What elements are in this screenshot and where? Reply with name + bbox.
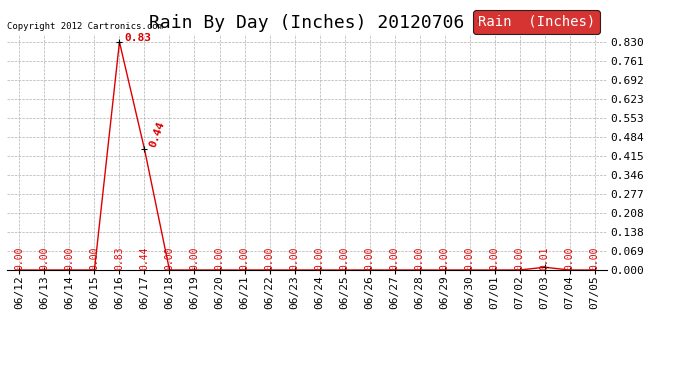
Text: 0.00: 0.00: [339, 246, 350, 270]
Text: 0.83: 0.83: [124, 33, 152, 43]
Text: 0.00: 0.00: [39, 246, 50, 270]
Text: 0.00: 0.00: [515, 246, 524, 270]
Text: 0.00: 0.00: [264, 246, 275, 270]
Text: 0.00: 0.00: [490, 246, 500, 270]
Text: 0.00: 0.00: [90, 246, 99, 270]
Text: 0.00: 0.00: [364, 246, 375, 270]
Text: 0.00: 0.00: [415, 246, 424, 270]
Text: 0.44: 0.44: [148, 120, 167, 148]
Title: Rain By Day (Inches) 20120706: Rain By Day (Inches) 20120706: [149, 14, 465, 32]
Text: 0.00: 0.00: [190, 246, 199, 270]
Text: 0.00: 0.00: [164, 246, 175, 270]
Text: 0.83: 0.83: [115, 246, 124, 270]
Text: Copyright 2012 Cartronics.com: Copyright 2012 Cartronics.com: [7, 22, 163, 32]
Text: 0.00: 0.00: [464, 246, 475, 270]
Text: 0.00: 0.00: [315, 246, 324, 270]
Text: 0.00: 0.00: [290, 246, 299, 270]
Text: 0.00: 0.00: [64, 246, 75, 270]
Text: 0.00: 0.00: [390, 246, 400, 270]
Text: 0.00: 0.00: [590, 246, 600, 270]
Legend: Rain  (Inches): Rain (Inches): [473, 10, 600, 34]
Text: 0.00: 0.00: [440, 246, 450, 270]
Text: 0.01: 0.01: [540, 246, 550, 270]
Text: 0.44: 0.44: [139, 246, 150, 270]
Text: 0.00: 0.00: [215, 246, 224, 270]
Text: 0.00: 0.00: [14, 246, 24, 270]
Text: 0.00: 0.00: [239, 246, 250, 270]
Text: 0.00: 0.00: [564, 246, 575, 270]
